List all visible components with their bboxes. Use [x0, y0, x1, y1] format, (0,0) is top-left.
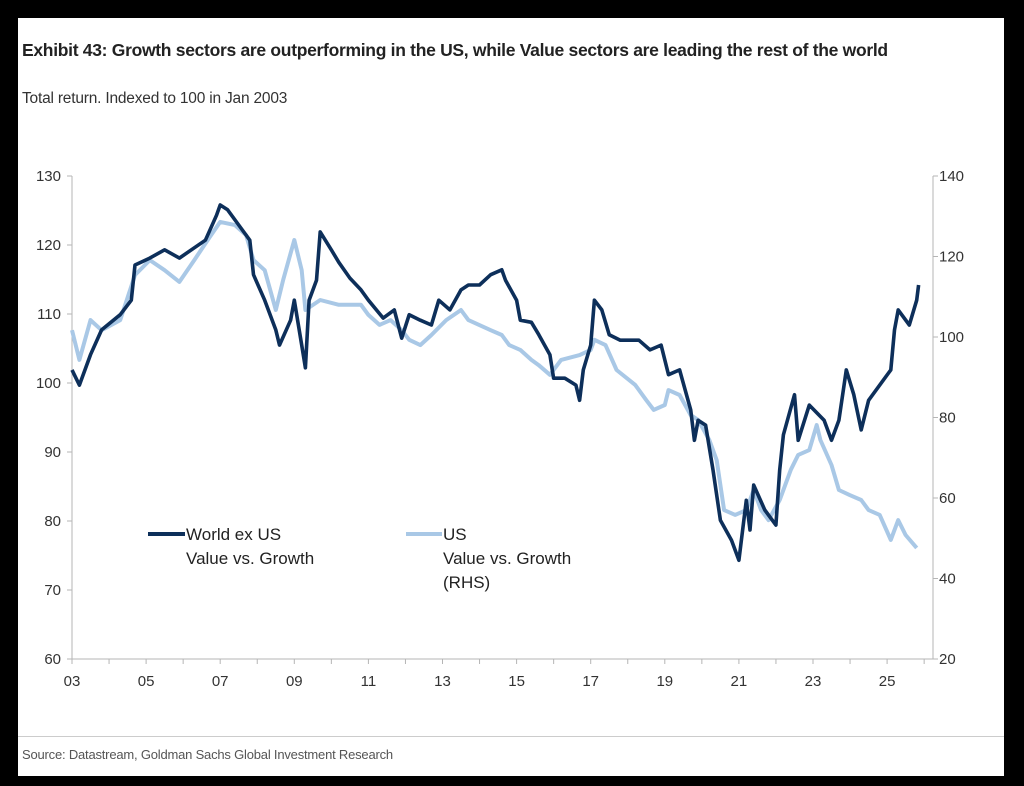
legend: World ex US Value vs. Growth US Value vs…: [148, 525, 571, 592]
legend-label-us-line3: (RHS): [443, 573, 490, 592]
x-tick-label: 03: [64, 673, 81, 690]
source-note: Source: Datastream, Goldman Sachs Global…: [22, 747, 393, 762]
left-tick-label: 120: [36, 237, 61, 254]
left-tick-label: 130: [36, 168, 61, 185]
legend-label-world-ex-us-line2: Value vs. Growth: [186, 549, 314, 568]
left-tick-label: 90: [44, 444, 61, 461]
right-tick-label: 20: [939, 651, 956, 668]
chart-title: Exhibit 43: Growth sectors are outperfor…: [22, 40, 888, 60]
left-tick-label: 110: [37, 306, 61, 323]
right-tick-label: 100: [939, 329, 964, 346]
x-tick-label: 11: [361, 673, 377, 690]
left-tick-label: 80: [44, 513, 61, 530]
series-line-world-ex-us: [70, 203, 921, 563]
x-tick-label: 07: [212, 673, 229, 690]
x-tick-label: 09: [286, 673, 303, 690]
right-tick-label: 40: [939, 571, 956, 588]
x-tick-label: 23: [805, 673, 822, 690]
right-tick-label: 140: [939, 168, 964, 185]
x-tick-label: 21: [731, 673, 748, 690]
right-tick-label: 60: [939, 490, 956, 507]
x-tick-label: 13: [434, 673, 451, 690]
x-tick-label: 19: [656, 673, 673, 690]
left-tick-label: 60: [44, 651, 61, 668]
chart-subtitle: Total return. Indexed to 100 in Jan 2003: [22, 90, 288, 107]
legend-label-world-ex-us-line1: World ex US: [186, 525, 281, 544]
series-line-us: [70, 219, 919, 550]
x-tick-label: 25: [879, 673, 896, 690]
right-tick-label: 120: [939, 249, 964, 266]
legend-label-us-line1: US: [443, 525, 467, 544]
left-tick-label: 100: [36, 375, 61, 392]
left-tick-label: 70: [44, 582, 61, 599]
x-tick-label: 15: [508, 673, 525, 690]
x-tick-label: 05: [138, 673, 155, 690]
x-tick-label: 17: [582, 673, 599, 690]
right-tick-label: 80: [939, 410, 956, 427]
legend-label-us-line2: Value vs. Growth: [443, 549, 571, 568]
source-divider: [18, 736, 1004, 737]
chart-panel: Exhibit 43: Growth sectors are outperfor…: [18, 18, 1004, 776]
